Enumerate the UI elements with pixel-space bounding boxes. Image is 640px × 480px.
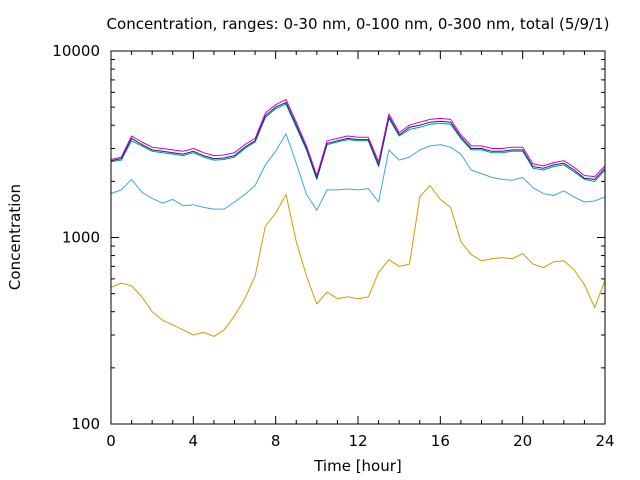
y-axis-label: Concentration (6, 184, 24, 290)
series-line-4 (110, 101, 606, 180)
x-tick-label-8: 8 (271, 432, 281, 450)
chart-title: Concentration, ranges: 0-30 nm, 0-100 nm… (107, 15, 610, 33)
x-tick-label-0: 0 (106, 432, 116, 450)
y-tick-label-100: 100 (71, 415, 100, 433)
x-tick-label-12: 12 (348, 432, 367, 450)
x-axis-label: Time [hour] (313, 457, 402, 475)
x-tick-label-16: 16 (431, 432, 450, 450)
series-line-3 (110, 103, 606, 182)
x-tick-label-4: 4 (189, 432, 199, 450)
y-tick-label-1000: 1000 (62, 229, 100, 247)
y-tick-label-10000: 10000 (52, 42, 100, 60)
x-tick-label-24: 24 (595, 432, 614, 450)
x-tick-label-20: 20 (513, 432, 532, 450)
series-line-2 (110, 133, 606, 211)
series-line-1 (110, 185, 606, 337)
series-line-5 (110, 98, 606, 178)
series-layer (110, 98, 606, 337)
tick-layer: 0 4 8 12 16 20 24 100 1000 10000 (52, 42, 614, 450)
plot-frame (110, 50, 606, 425)
